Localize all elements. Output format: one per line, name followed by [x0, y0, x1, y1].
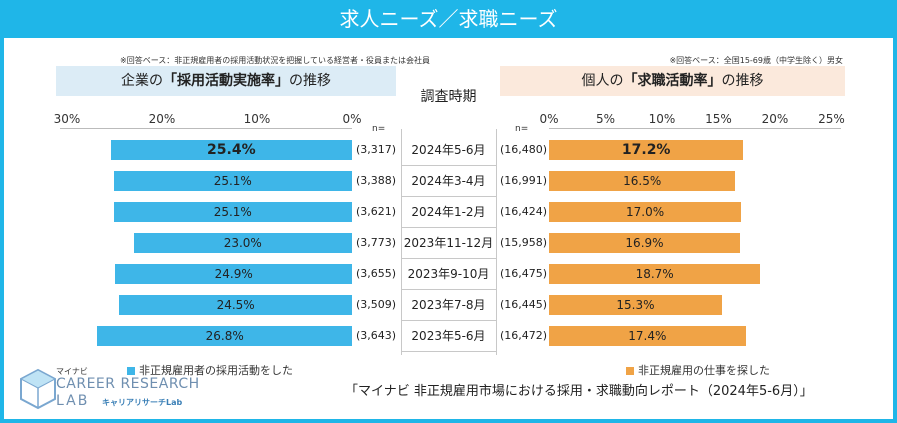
right-bar-label: 16.5% — [623, 174, 662, 188]
row-divider — [401, 320, 496, 321]
right-n-value: (16,991) — [500, 174, 548, 187]
legend-left-swatch — [127, 367, 135, 375]
right-n-value: (16,472) — [500, 329, 548, 342]
right-bar-label: 16.9% — [625, 236, 664, 250]
period-label: 2024年3-4月 — [411, 174, 486, 188]
left-axis-tick: 20% — [148, 112, 176, 126]
chart-title: 求人ニーズ／求職ニーズ — [0, 0, 897, 38]
legend-right-swatch — [626, 367, 634, 375]
right-axis-tick: 20% — [761, 112, 789, 126]
left-bar — [110, 140, 352, 160]
row-divider — [401, 227, 496, 228]
row-divider — [401, 289, 496, 290]
right-bar — [549, 202, 742, 222]
right-bar — [549, 264, 761, 284]
left-bar — [113, 202, 352, 222]
header-right: 個人の「求職活動率」の推移 — [500, 66, 845, 96]
period-label: 2023年5-6月 — [411, 329, 486, 343]
left-bar-label: 23.0% — [223, 236, 262, 250]
logo-line2: LAB — [56, 393, 90, 409]
left-n-value: (3,643) — [356, 329, 397, 342]
right-bar-label: 17.0% — [625, 205, 665, 219]
header-period: 調査時期 — [420, 89, 477, 105]
left-bar-label: 24.5% — [216, 298, 255, 312]
right-bar-label: 18.7% — [635, 267, 674, 281]
left-n-value: (3,317) — [356, 143, 397, 156]
row-divider — [401, 196, 496, 197]
right-bar — [549, 171, 736, 191]
row-divider — [401, 258, 496, 259]
right-bar — [549, 140, 744, 160]
header-left: 企業の「採用活動実施率」の推移 — [56, 66, 396, 96]
right-bar-label: 17.4% — [628, 329, 667, 343]
right-axis-tick: 5% — [595, 112, 616, 126]
logo-line1: CAREER RESEARCH — [56, 376, 200, 392]
right-bar-label: 17.2% — [621, 142, 671, 158]
period-label: 2023年9-10月 — [407, 267, 490, 281]
right-axis-tick: 25% — [818, 112, 845, 126]
left-n-value: (3,621) — [356, 205, 397, 218]
note-right: ※回答ベース：全国15-69歳（中学生除く）男女 — [669, 56, 843, 65]
right-bar — [549, 295, 722, 315]
left-axis-tick: 10% — [243, 112, 271, 126]
left-bar — [119, 295, 352, 315]
left-n-value: (3,388) — [356, 174, 397, 187]
left-axis-tick: 30% — [53, 112, 81, 126]
divider-left — [401, 129, 402, 355]
left-bar — [113, 171, 352, 191]
legend-left: 非正規雇用者の採用活動をした — [127, 362, 293, 378]
left-bar-label: 25.1% — [213, 205, 252, 219]
period-label: 2024年1-2月 — [411, 205, 486, 219]
right-bar — [549, 326, 746, 346]
period-label: 2023年7-8月 — [411, 298, 486, 312]
left-bar — [97, 326, 352, 346]
right-axis-line — [549, 128, 841, 129]
legend-right: 非正規雇用の仕事を探した — [626, 362, 770, 378]
right-n-value: (16,475) — [500, 267, 548, 280]
period-label: 2024年5-6月 — [411, 143, 486, 157]
right-axis-tick: 10% — [648, 112, 676, 126]
logo-cube-icon — [19, 368, 57, 410]
row-divider — [401, 351, 496, 352]
right-n-value: (16,424) — [500, 205, 548, 218]
right-n-value: (16,445) — [500, 298, 548, 311]
right-axis-tick: 15% — [705, 112, 732, 126]
left-bar-label: 25.1% — [213, 174, 252, 188]
period-label: 2023年11-12月 — [403, 236, 494, 250]
left-axis-tick: 0% — [342, 112, 362, 126]
right-bar-label: 15.3% — [616, 298, 655, 312]
report-title: 「マイナビ 非正規雇用市場における採用・求職動向レポート（2024年5-6月）」 — [345, 384, 813, 399]
right-n-value: (15,958) — [500, 236, 548, 249]
right-axis-tick: 0% — [539, 112, 559, 126]
right-n-value: (16,480) — [500, 143, 548, 156]
left-n-value: (3,655) — [356, 267, 397, 280]
logo-brand: マイナビ — [56, 367, 88, 376]
left-n-value: (3,509) — [356, 298, 397, 311]
left-bar-label: 25.4% — [207, 142, 256, 158]
right-n-label: n= — [515, 124, 529, 134]
left-bar-label: 26.8% — [205, 329, 244, 343]
divider-right — [496, 129, 497, 355]
note-left: ※回答ベース：非正規雇用者の採用活動状況を把握している経営者・役員または会社員 — [120, 56, 431, 65]
left-axis-line — [60, 128, 352, 129]
right-bar — [549, 233, 740, 253]
left-n-label: n= — [372, 124, 386, 134]
left-bar — [115, 264, 352, 284]
left-bar-label: 24.9% — [214, 267, 253, 281]
left-bar — [133, 233, 352, 253]
row-divider — [401, 165, 496, 166]
logo-sub: キャリアリサーチLab — [102, 398, 183, 407]
left-n-value: (3,773) — [356, 236, 397, 249]
